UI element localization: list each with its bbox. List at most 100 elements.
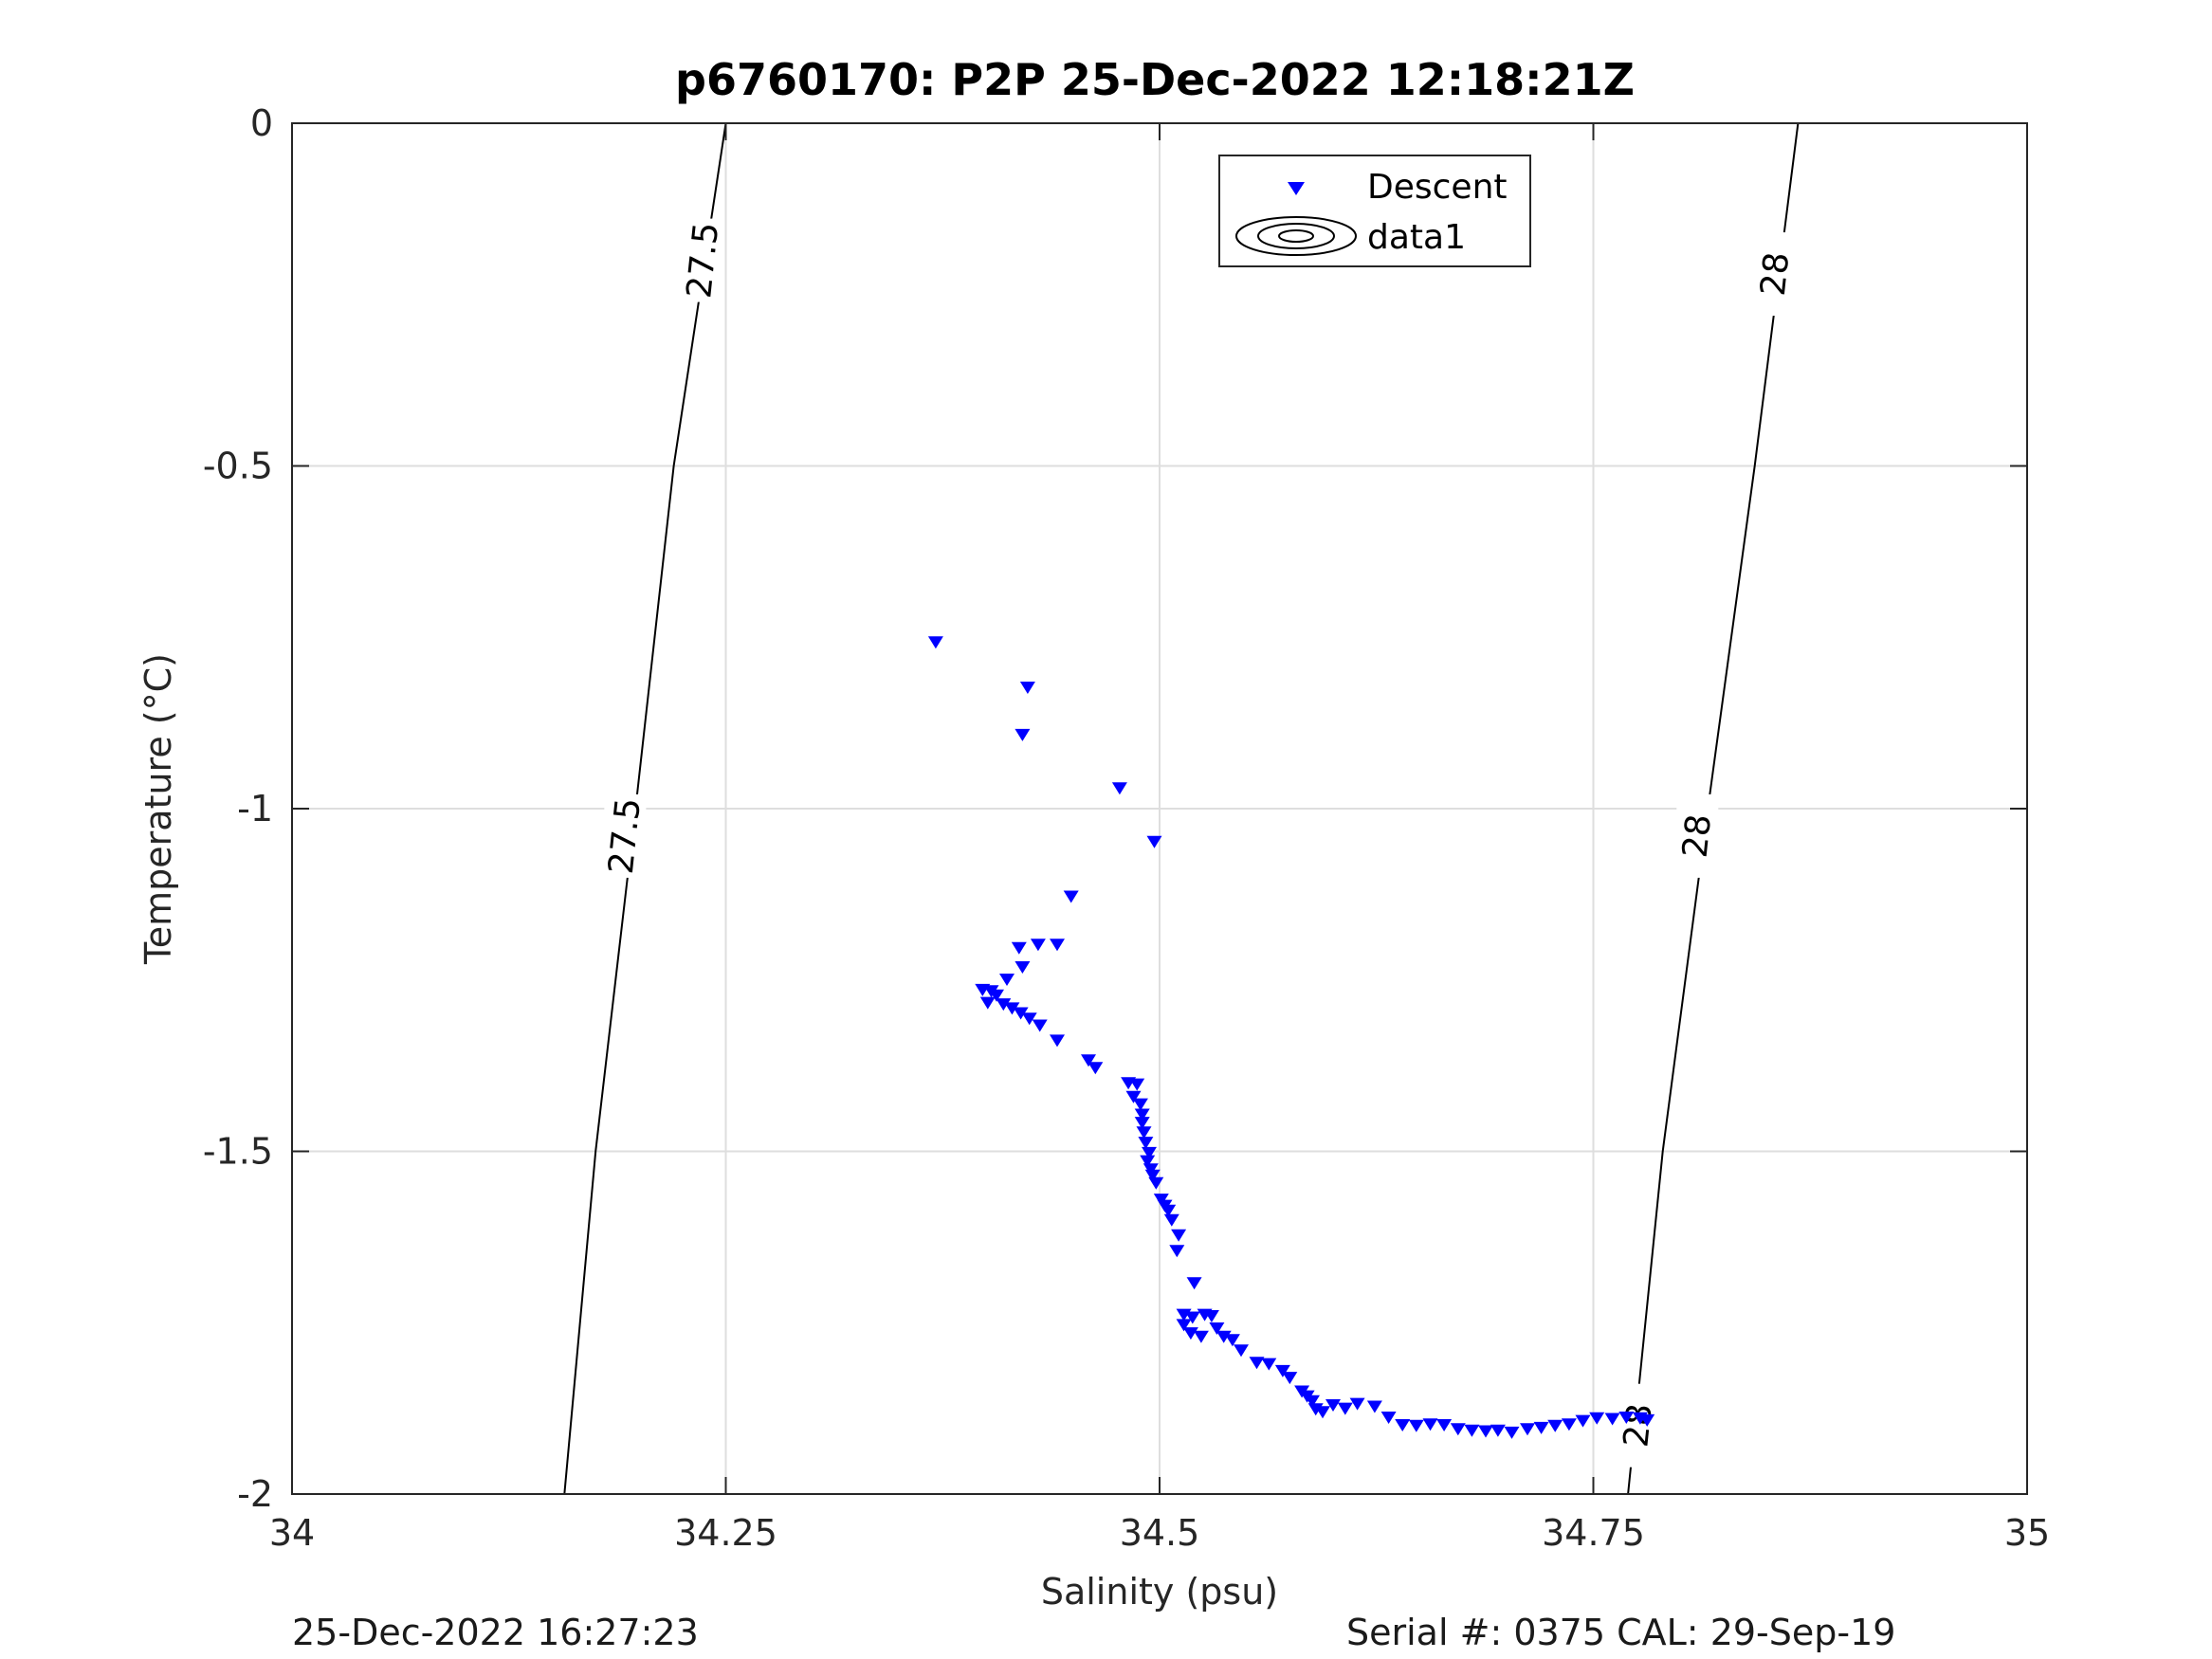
descent-data-point: [1021, 1012, 1037, 1026]
contour-label: 28: [1676, 812, 1720, 860]
contour-label: 28: [1617, 1402, 1660, 1449]
footer-timestamp: 25-Dec-2022 16:27:23: [292, 1612, 699, 1653]
descent-data-point: [1450, 1423, 1466, 1436]
x-tick-label: 35: [2004, 1512, 2050, 1554]
contour-label-background: [682, 218, 724, 302]
descent-data-point: [1639, 1413, 1655, 1427]
descent-data-point: [1575, 1414, 1591, 1428]
descent-data-point: [1337, 1402, 1353, 1415]
legend: Descent data1: [1218, 155, 1531, 267]
descent-data-point: [1224, 1334, 1240, 1347]
y-tick-label: 0: [250, 102, 273, 144]
descent-data-point: [989, 989, 1004, 1002]
descent-data-point: [1349, 1397, 1365, 1411]
x-tick-label: 34.25: [674, 1512, 777, 1554]
descent-data-point: [1315, 1406, 1330, 1419]
descent-data-point: [1163, 1213, 1179, 1227]
descent-data-point: [1176, 1319, 1192, 1332]
descent-data-point: [1013, 1007, 1029, 1020]
descent-data-point: [1209, 1322, 1225, 1335]
grid-lines: [292, 123, 2027, 1494]
descent-data-point: [1138, 1137, 1154, 1150]
y-tick-label: -0.5: [203, 446, 273, 487]
x-tick-label: 34.75: [1542, 1512, 1645, 1554]
descent-data-point: [1589, 1412, 1605, 1425]
descent-data-point: [1015, 961, 1031, 974]
descent-data-point: [1478, 1425, 1493, 1438]
descent-data-point: [999, 974, 1015, 986]
descent-data-point: [1249, 1357, 1265, 1370]
contour-label-background: [1676, 793, 1719, 878]
contour-label-background: [1754, 232, 1797, 317]
y-tick-label: -2: [237, 1473, 273, 1515]
legend-descent-marker-icon: [1288, 182, 1305, 195]
descent-data-point: [1140, 1155, 1156, 1168]
legend-entry-descent: Descent: [1367, 168, 1508, 207]
descent-data-point: [1422, 1418, 1438, 1431]
descent-data-point: [1504, 1426, 1520, 1439]
descent-data-point: [1134, 1117, 1150, 1130]
descent-data-point: [1380, 1412, 1397, 1424]
descent-data-point: [1464, 1424, 1480, 1437]
descent-data-point: [1171, 1229, 1187, 1242]
descent-data-point: [1408, 1419, 1424, 1432]
descent-data-point: [1604, 1413, 1620, 1426]
descent-data-point: [1182, 1327, 1198, 1340]
contour-label: 28: [1754, 250, 1798, 298]
descent-data-point: [1203, 1310, 1219, 1322]
contour-label-background: [1618, 1383, 1660, 1468]
contour-label-background: [604, 793, 647, 878]
descent-data-point: [1088, 1062, 1104, 1075]
descent-data-point: [1274, 1364, 1290, 1377]
descent-data-point: [1533, 1421, 1549, 1434]
x-axis-label: Salinity (psu): [1041, 1571, 1278, 1613]
descent-data-point: [1142, 1146, 1157, 1159]
descent-data-point: [1144, 1169, 1161, 1182]
descent-data-point: [1030, 939, 1046, 952]
y-axis-ticks: 0 -0.5 -1 -1.5 -2: [203, 102, 2027, 1515]
descent-data-point: [1520, 1423, 1535, 1436]
descent-data-point: [1186, 1277, 1202, 1290]
descent-data-point: [996, 998, 1012, 1012]
descent-data-point: [1015, 728, 1031, 741]
descent-data-point: [1136, 1126, 1152, 1139]
contour-label: 27.5: [602, 796, 649, 876]
descent-data-point: [1019, 682, 1035, 694]
descent-data-point: [1305, 1395, 1320, 1408]
descent-data-point: [1561, 1418, 1577, 1431]
descent-data-point: [1261, 1358, 1277, 1371]
descent-data-point: [1234, 1344, 1249, 1358]
plot-area: 27.5 27.5 28 28 28 34 34.25 34.5 34.75 35 0 -0.5 -…: [203, 102, 2050, 1554]
descent-data-point: [1618, 1412, 1635, 1424]
descent-data-point: [979, 996, 996, 1010]
descent-data-point: [1490, 1424, 1506, 1437]
x-tick-label: 34.5: [1120, 1512, 1200, 1554]
descent-data-point: [1146, 835, 1162, 848]
density-contours: 27.5 27.5 28 28 28: [563, 122, 1800, 1495]
legend-contour-icon: [1235, 216, 1357, 256]
contour-label: 27.5: [680, 221, 726, 301]
descent-data-point: [1125, 1090, 1142, 1103]
descent-data-point: [1325, 1399, 1341, 1412]
descent-data-point: [1169, 1245, 1185, 1258]
descent-data-point: [927, 636, 943, 649]
descent-data-point: [1134, 1108, 1150, 1121]
descent-data-point: [1081, 1054, 1096, 1067]
descent-data-point: [1216, 1330, 1232, 1343]
descent-data-point: [1184, 1311, 1200, 1324]
descent-markers: [927, 636, 1655, 1439]
y-tick-label: -1.5: [203, 1131, 273, 1173]
descent-data-point: [1011, 941, 1027, 955]
x-axis-ticks: 34 34.25 34.5 34.75 35: [269, 123, 2050, 1554]
footer-serial-cal: Serial #: 0375 CAL: 29-Sep-19: [1346, 1612, 1896, 1653]
descent-data-point: [1547, 1419, 1563, 1432]
descent-data-point: [1193, 1330, 1209, 1343]
legend-entry-data1: data1: [1367, 218, 1466, 257]
descent-data-point: [1282, 1372, 1298, 1385]
chart-title: p6760170: P2P 25-Dec-2022 12:18:21Z: [675, 54, 1635, 105]
descent-data-point: [1148, 1176, 1164, 1190]
descent-data-point: [1004, 1002, 1020, 1015]
legend-box: [1218, 155, 1531, 267]
descent-data-point: [1395, 1419, 1411, 1431]
